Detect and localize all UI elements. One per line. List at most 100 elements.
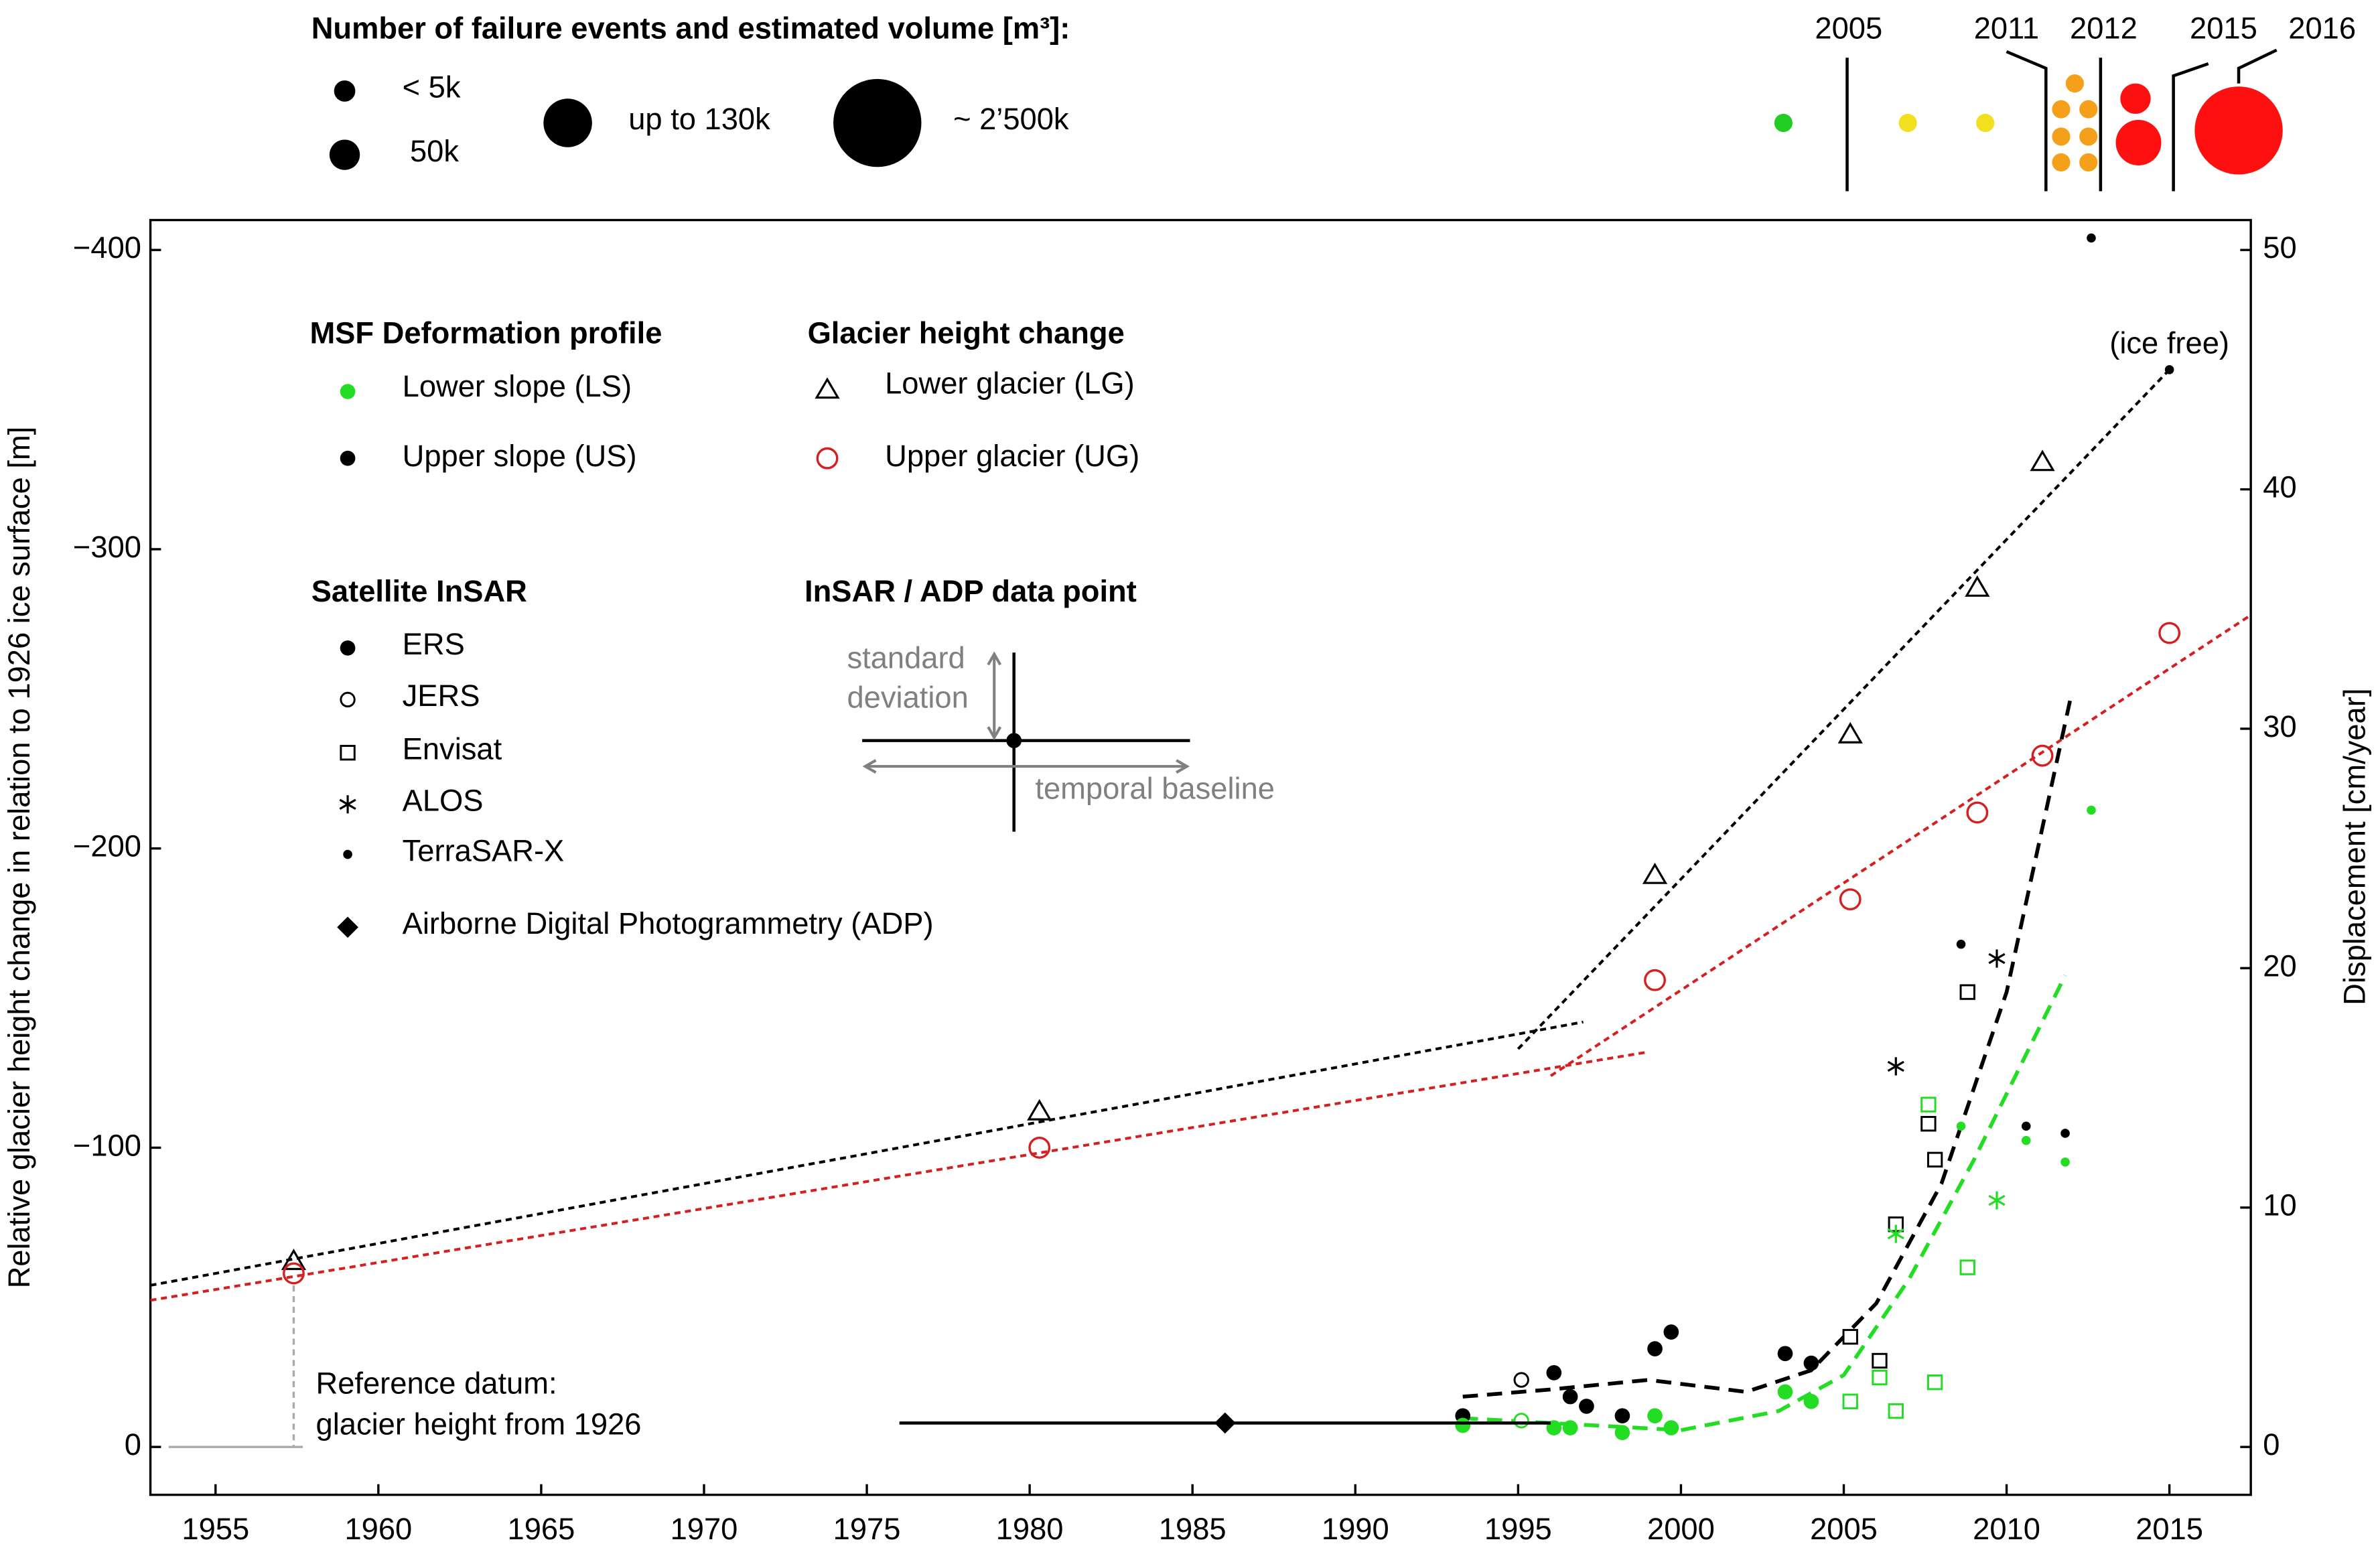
marker-part	[1647, 1341, 1663, 1356]
marker-part	[1956, 939, 1966, 949]
marker-part	[340, 691, 356, 708]
failure-events	[1774, 74, 2283, 175]
data-point	[1842, 1393, 1858, 1409]
marker-part	[1927, 1151, 1943, 1168]
reference-label: glacier height from 1926	[316, 1407, 642, 1441]
diagram-label: standard	[847, 641, 965, 675]
marker-part	[2060, 1157, 2070, 1167]
size-label: up to 130k	[628, 102, 770, 136]
x-tick-label: 1960	[344, 1512, 412, 1546]
timeline-label: 2012	[2070, 11, 2138, 45]
marker-part	[1842, 1329, 1858, 1345]
data-point	[2030, 449, 2055, 472]
timeline-divider	[2172, 62, 2209, 192]
data-point	[1956, 1121, 1966, 1131]
data-point	[1513, 1413, 1529, 1429]
data-point	[1920, 1097, 1937, 1113]
data-point	[1920, 1116, 1937, 1132]
data-point	[1777, 1384, 1793, 1400]
event-dot	[2052, 153, 2071, 172]
y-tick-label: −400	[73, 230, 141, 265]
x-tick-label: 1985	[1159, 1512, 1227, 1546]
marker-part	[2030, 449, 2055, 472]
y-tick-label: 0	[125, 1427, 141, 1462]
marker-part	[1988, 1194, 2006, 1206]
data-point	[1579, 1399, 1594, 1414]
marker-part	[1663, 1324, 1679, 1340]
marker-part	[340, 745, 356, 761]
data-point	[1888, 1403, 1904, 1419]
marker-part	[2087, 233, 2096, 243]
event-dot	[1774, 113, 1793, 133]
data-point	[1842, 1329, 1858, 1345]
marker-part	[2021, 1135, 2031, 1145]
legend-title: MSF Deformation profile	[309, 316, 662, 350]
marker-part	[1663, 1420, 1679, 1435]
data-point	[2158, 622, 2181, 644]
y-tick-label: −100	[73, 1128, 141, 1162]
marker-part	[1803, 1355, 1819, 1371]
data-point	[1614, 1425, 1630, 1441]
legend-marker	[340, 450, 356, 466]
timeline-label: 2005	[1815, 11, 1882, 45]
diagram-label: deviation	[847, 680, 968, 714]
legend-label: Lower slope (LS)	[403, 369, 632, 403]
marker-part	[1777, 1384, 1793, 1400]
legend-title: InSAR / ADP data point	[804, 574, 1137, 608]
y2-tick-label: 40	[2263, 470, 2296, 504]
marker-part	[2087, 805, 2096, 815]
data-point	[1959, 1259, 1975, 1275]
size-swatch	[329, 139, 360, 170]
legend-marker	[339, 795, 356, 814]
data-point	[1455, 1417, 1471, 1433]
trend-line	[1549, 614, 2252, 1077]
marker-part	[1842, 1393, 1858, 1409]
marker-part	[1959, 1259, 1975, 1275]
data-point	[1214, 1412, 1236, 1434]
legend-label: Airborne Digital Photogrammetry (ADP)	[403, 906, 934, 940]
marker-part	[1562, 1420, 1578, 1435]
data-point	[1872, 1369, 1888, 1386]
data-point	[1647, 1408, 1663, 1424]
event-dot	[2194, 86, 2283, 175]
size-swatch	[334, 80, 356, 102]
event-dot	[1976, 113, 1995, 133]
legend-label: Upper glacier (UG)	[885, 439, 1139, 473]
plot-frame	[149, 218, 2252, 1496]
legend-marker	[337, 916, 358, 938]
marker-part	[281, 1249, 307, 1271]
size-swatch	[543, 98, 592, 147]
data-point	[1965, 575, 1990, 597]
legend-label: Upper slope (US)	[403, 439, 637, 473]
marker-part	[1644, 969, 1666, 991]
legend-label: TerraSAR-X	[403, 833, 565, 867]
x-tick-label: 2000	[1647, 1512, 1715, 1546]
marker-part	[1872, 1369, 1888, 1386]
data-point	[1028, 1136, 1051, 1159]
marker-part	[2021, 1121, 2031, 1131]
event-dot	[2079, 127, 2098, 146]
data-point	[1513, 1372, 1529, 1388]
marker-part	[815, 377, 840, 399]
timeline	[1845, 48, 2278, 192]
data-point	[1027, 1099, 1052, 1121]
marker-part	[340, 450, 356, 466]
reference-label: Reference datum:	[316, 1366, 557, 1400]
data-point	[1872, 1352, 1888, 1369]
legend-label: JERS	[403, 679, 480, 713]
data-point	[1803, 1355, 1819, 1371]
trend-line	[150, 1020, 1584, 1287]
legend-label: Envisat	[403, 731, 502, 766]
data-point	[1927, 1151, 1943, 1168]
marker-part	[283, 1262, 305, 1285]
event-dot	[2065, 74, 2084, 93]
data-point	[2021, 1121, 2031, 1131]
data-point	[1663, 1324, 1679, 1340]
event-dot	[2120, 83, 2151, 114]
legend-label: Lower glacier (LG)	[885, 366, 1135, 400]
data-point	[1562, 1389, 1578, 1405]
data-point	[1887, 1057, 1904, 1076]
trend-line	[1517, 368, 2171, 1050]
